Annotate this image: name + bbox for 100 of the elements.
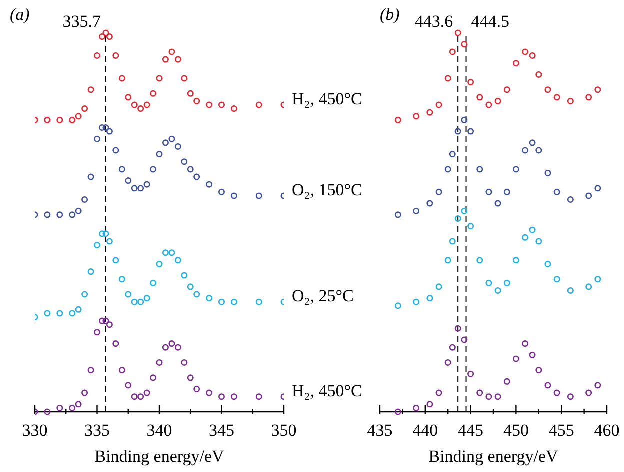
point	[44, 310, 51, 317]
point	[230, 106, 238, 112]
point	[174, 344, 182, 351]
point	[112, 340, 120, 348]
point	[125, 291, 132, 298]
point	[529, 140, 536, 146]
point	[586, 284, 592, 290]
point	[118, 367, 126, 374]
point	[98, 230, 106, 238]
point	[206, 390, 213, 396]
x-tick-label: 450	[503, 421, 529, 440]
point	[449, 238, 456, 245]
point	[181, 75, 188, 82]
point	[138, 298, 144, 306]
point	[504, 188, 510, 196]
point	[82, 106, 88, 112]
point	[181, 158, 188, 166]
point	[194, 386, 200, 393]
point	[156, 359, 163, 366]
point	[88, 174, 94, 180]
point	[138, 185, 144, 192]
point	[230, 298, 238, 306]
point	[594, 382, 602, 389]
point	[112, 147, 120, 154]
point	[75, 208, 82, 214]
point	[413, 298, 420, 306]
point	[554, 390, 560, 396]
point	[187, 374, 194, 382]
point	[144, 295, 150, 302]
series-label: O₂, 150°C	[292, 180, 362, 200]
point	[69, 404, 76, 412]
x-axis-title: Binding energy/eV	[94, 447, 225, 466]
point	[426, 200, 434, 207]
x-tick-label: 455	[548, 421, 574, 440]
point	[494, 394, 502, 400]
point	[181, 359, 188, 366]
point	[125, 178, 132, 184]
point	[56, 116, 64, 124]
point	[413, 113, 420, 120]
point	[206, 181, 213, 188]
point	[567, 287, 574, 294]
point	[106, 34, 113, 40]
point	[94, 52, 100, 59]
point	[125, 94, 132, 101]
point	[522, 48, 529, 56]
point	[468, 370, 474, 378]
point	[168, 48, 176, 56]
point	[94, 242, 100, 248]
point	[69, 116, 76, 124]
point	[88, 268, 94, 276]
point	[174, 143, 182, 150]
point	[75, 306, 82, 313]
point	[125, 382, 132, 389]
point	[162, 56, 169, 63]
point	[522, 147, 529, 154]
point	[102, 124, 110, 131]
point	[98, 124, 106, 131]
point	[156, 151, 163, 158]
x-tick-label: 330	[22, 421, 48, 440]
point	[454, 128, 462, 135]
point	[69, 310, 76, 317]
point	[98, 318, 106, 324]
point	[567, 196, 574, 204]
point	[567, 98, 574, 104]
point	[106, 238, 113, 245]
point	[449, 344, 456, 351]
point	[256, 394, 262, 400]
series-label: H₂, 450°C	[292, 381, 362, 400]
point	[150, 280, 157, 286]
point	[256, 102, 262, 108]
point	[504, 280, 510, 286]
x-tick-label: 440	[412, 421, 438, 440]
point	[218, 298, 225, 306]
point	[168, 136, 176, 142]
point	[394, 408, 402, 416]
point	[56, 310, 64, 317]
x-tick-label: 445	[458, 421, 484, 440]
point	[218, 188, 225, 196]
point	[112, 52, 120, 59]
point	[162, 140, 169, 146]
point	[106, 128, 113, 135]
x-tick-label: 340	[146, 421, 172, 440]
point	[461, 116, 468, 124]
point	[187, 284, 194, 290]
point	[102, 318, 110, 324]
ref-line-label: 444.5	[471, 12, 510, 31]
point	[94, 136, 100, 142]
point	[444, 166, 452, 173]
point	[44, 116, 51, 124]
point	[476, 166, 484, 173]
point	[56, 212, 64, 218]
point	[426, 295, 434, 302]
point	[131, 102, 138, 108]
point	[230, 192, 238, 200]
point	[156, 75, 163, 82]
point	[88, 367, 94, 374]
text: (b)	[380, 5, 400, 24]
point	[426, 109, 434, 116]
point	[468, 79, 474, 86]
point	[544, 86, 552, 94]
